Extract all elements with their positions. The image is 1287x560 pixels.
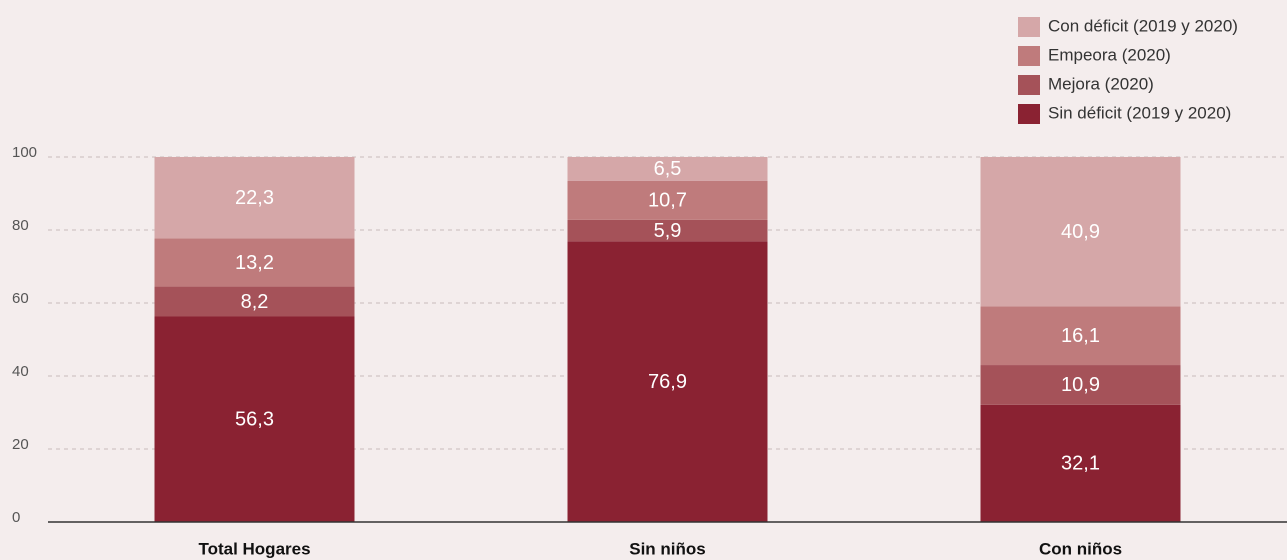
y-tick-label: 40 [12,363,29,380]
data-label: 56,3 [235,409,274,431]
legend-swatch [1018,104,1040,124]
y-tick-label: 60 [12,290,29,307]
legend-label: Con déficit (2019 y 2020) [1048,16,1238,35]
data-label: 13,2 [235,252,274,274]
bar-segment [567,241,768,522]
bar-segment [980,404,1181,522]
data-label: 76,9 [648,371,687,393]
legend-swatch [1018,46,1040,66]
data-label: 10,7 [648,190,687,212]
legend-swatch [1018,17,1040,37]
data-label: 32,1 [1061,453,1100,475]
y-tick-label: 100 [12,144,37,161]
x-tick-label: Total Hogares [198,539,310,558]
data-label: 40,9 [1061,221,1100,243]
y-tick-label: 0 [12,509,20,526]
bar-segment [567,180,768,220]
data-label: 6,5 [654,158,682,180]
data-label: 10,9 [1061,374,1100,396]
data-label: 5,9 [654,220,682,242]
bar-segment [567,219,768,242]
bar-segment [154,316,355,522]
bar-segment [154,238,355,287]
y-tick-label: 20 [12,436,29,453]
legend-label: Empeora (2020) [1048,45,1171,64]
bar-segment [980,365,1181,405]
bar-segment [567,157,768,181]
legend-label: Sin déficit (2019 y 2020) [1048,103,1231,122]
data-label: 8,2 [241,291,269,313]
legend-label: Mejora (2020) [1048,74,1154,93]
y-tick-label: 80 [12,217,29,234]
legend-swatch [1018,75,1040,95]
x-tick-label: Sin niños [629,539,706,558]
bar-segment [154,286,355,317]
bar-segment [980,157,1181,307]
data-label: 22,3 [235,187,274,209]
bar-segment [154,157,355,239]
data-label: 16,1 [1061,325,1100,347]
x-tick-label: Con niños [1039,539,1122,558]
bar-segment [980,306,1181,366]
